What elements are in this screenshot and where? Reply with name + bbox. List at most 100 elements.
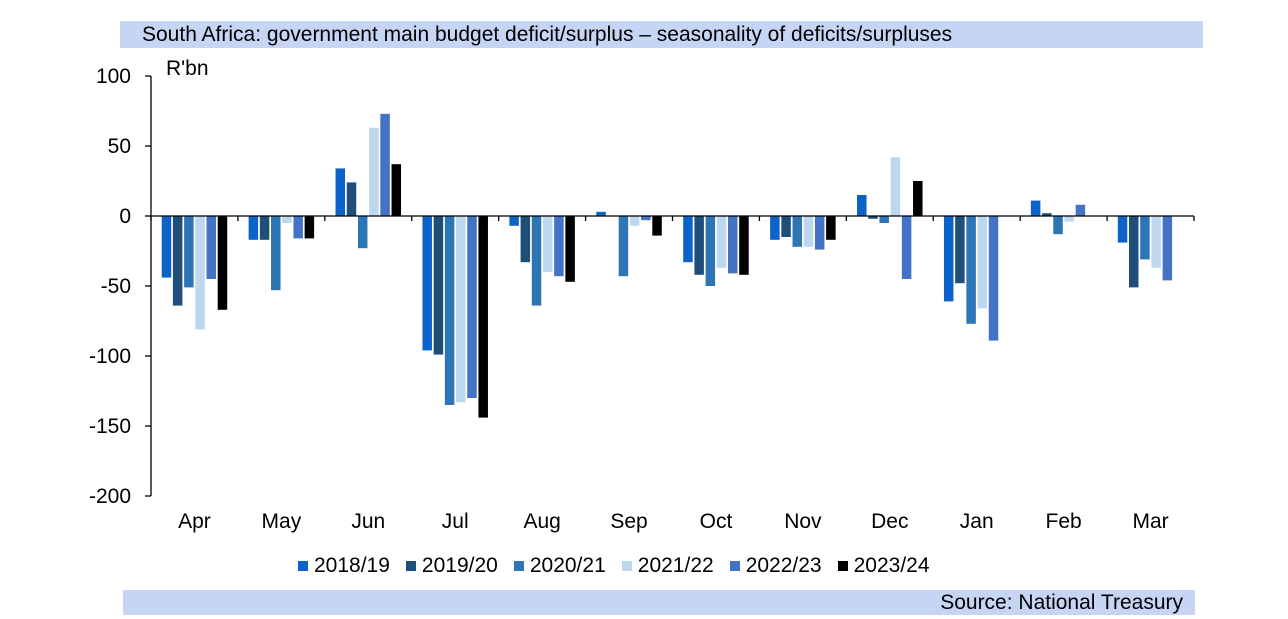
- x-tick-label: Apr: [178, 510, 211, 533]
- bar-2018-19-may: [248, 216, 259, 240]
- bar-2023-24-jul: [478, 216, 488, 418]
- bar-2018-19-feb: [1030, 200, 1041, 216]
- bar-2019-20-may: [259, 216, 270, 240]
- bar-2018-19-nov: [770, 216, 780, 240]
- x-tick-label: Jun: [351, 510, 385, 533]
- bar-2021-22-aug: [542, 216, 553, 272]
- bar-2020-21-nov: [792, 216, 803, 247]
- y-axis-label: R'bn: [166, 57, 209, 80]
- bar-2022-23-jul: [467, 216, 477, 398]
- bar-2019-20-jun: [346, 182, 357, 216]
- bar-2019-20-dec: [868, 216, 878, 219]
- y-tick-label: -200: [89, 485, 131, 508]
- bar-2022-23-oct: [728, 216, 738, 274]
- legend-label: 2019/20: [421, 554, 498, 577]
- x-tick-label: Jul: [442, 510, 469, 533]
- bar-2018-19-apr: [161, 216, 172, 278]
- bar-2021-22-jul: [456, 216, 466, 403]
- bar-2021-22-nov: [803, 216, 814, 247]
- bar-2020-21-may: [271, 216, 281, 291]
- bar-2023-24-oct: [739, 216, 749, 275]
- bar-2023-24-sep: [652, 216, 662, 236]
- bar-2022-23-dec: [901, 216, 912, 279]
- legend-swatch: [621, 561, 632, 571]
- bar-2021-22-jan: [977, 216, 988, 309]
- x-tick-label: Jan: [960, 510, 994, 533]
- bar-2023-24-aug: [565, 216, 575, 282]
- y-tick-label: 50: [108, 135, 131, 158]
- x-tick-label: Nov: [784, 510, 822, 533]
- x-tick-label: Feb: [1046, 510, 1082, 533]
- y-tick-label: -100: [89, 345, 131, 368]
- legend-swatch: [405, 561, 416, 571]
- legend-label: 2020/21: [529, 554, 606, 577]
- bar-2019-20-nov: [781, 216, 791, 237]
- x-tick-label: May: [262, 510, 302, 533]
- bar-2020-21-sep: [618, 216, 629, 277]
- bar-2023-24-dec: [913, 181, 923, 216]
- bar-2019-20-apr: [172, 216, 183, 306]
- source-note: Source: National Treasury: [940, 591, 1183, 614]
- bar-2022-23-apr: [206, 216, 217, 279]
- bar-2018-19-mar: [1117, 216, 1128, 243]
- chart-title-band: South Africa: government main budget def…: [120, 21, 1203, 48]
- bar-2019-20-jul: [433, 216, 444, 355]
- bar-2018-19-jun: [335, 168, 346, 216]
- legend-swatch: [513, 561, 524, 571]
- legend-item: 2018/19: [298, 554, 390, 578]
- legend-item: 2020/21: [513, 554, 606, 578]
- legend-item: 2023/24: [837, 554, 930, 578]
- legend-item: 2019/20: [405, 554, 498, 578]
- bar-2020-21-aug: [531, 216, 542, 306]
- bar-2023-24-apr: [217, 216, 228, 310]
- bar-2021-22-may: [282, 216, 292, 223]
- legend-label: 2023/24: [853, 554, 930, 577]
- legend-label: 2021/22: [637, 554, 714, 577]
- bar-2022-23-jun: [380, 113, 390, 216]
- chart-title: South Africa: government main budget def…: [142, 23, 953, 46]
- legend-label: 2022/23: [745, 554, 822, 577]
- y-tick-label: -50: [101, 275, 131, 298]
- bar-2020-21-jan: [966, 216, 976, 324]
- bar-2018-19-oct: [683, 216, 693, 263]
- bar-2020-21-apr: [184, 216, 194, 288]
- chart-legend: 2018/19 2019/20 2020/21 2021/22 2022/23 2023/…: [298, 554, 946, 578]
- legend-swatch: [729, 561, 740, 571]
- bar-2023-24-may: [304, 216, 315, 239]
- bar-2022-23-mar: [1162, 216, 1173, 281]
- bar-2023-24-jun: [391, 164, 402, 216]
- bar-2022-23-nov: [814, 216, 825, 250]
- bar-2019-20-aug: [520, 216, 531, 263]
- bar-2023-24-nov: [826, 216, 836, 240]
- legend-swatch: [837, 561, 848, 571]
- bar-2020-21-oct: [705, 216, 716, 286]
- bar-2021-22-mar: [1151, 216, 1161, 268]
- bar-2022-23-aug: [554, 216, 564, 277]
- bar-2021-22-sep: [629, 216, 640, 226]
- y-tick-label: -150: [89, 415, 131, 438]
- bar-2022-23-may: [293, 216, 303, 239]
- y-tick-label: 100: [96, 65, 131, 88]
- bar-2020-21-mar: [1140, 216, 1150, 260]
- bar-2022-23-sep: [641, 216, 651, 221]
- bar-2021-22-feb: [1064, 216, 1074, 222]
- legend-item: 2021/22: [621, 554, 714, 578]
- bar-2019-20-feb: [1042, 213, 1052, 216]
- bar-2019-20-oct: [694, 216, 704, 275]
- bar-2021-22-apr: [195, 216, 205, 330]
- legend-label: 2018/19: [314, 554, 390, 577]
- x-tick-label: Oct: [700, 510, 733, 533]
- bar-2020-21-dec: [879, 216, 889, 223]
- bar-2022-23-jan: [988, 216, 999, 341]
- legend-swatch: [298, 561, 308, 571]
- x-tick-label: Mar: [1132, 510, 1168, 533]
- bar-2019-20-jan: [955, 216, 965, 284]
- bar-2018-19-dec: [857, 195, 867, 216]
- bar-2018-19-sep: [596, 211, 606, 216]
- bar-2018-19-jan: [943, 216, 954, 302]
- bar-2020-21-jul: [444, 216, 455, 405]
- bar-2021-22-jun: [369, 127, 379, 216]
- bar-2019-20-mar: [1128, 216, 1139, 288]
- x-tick-label: Dec: [871, 510, 908, 533]
